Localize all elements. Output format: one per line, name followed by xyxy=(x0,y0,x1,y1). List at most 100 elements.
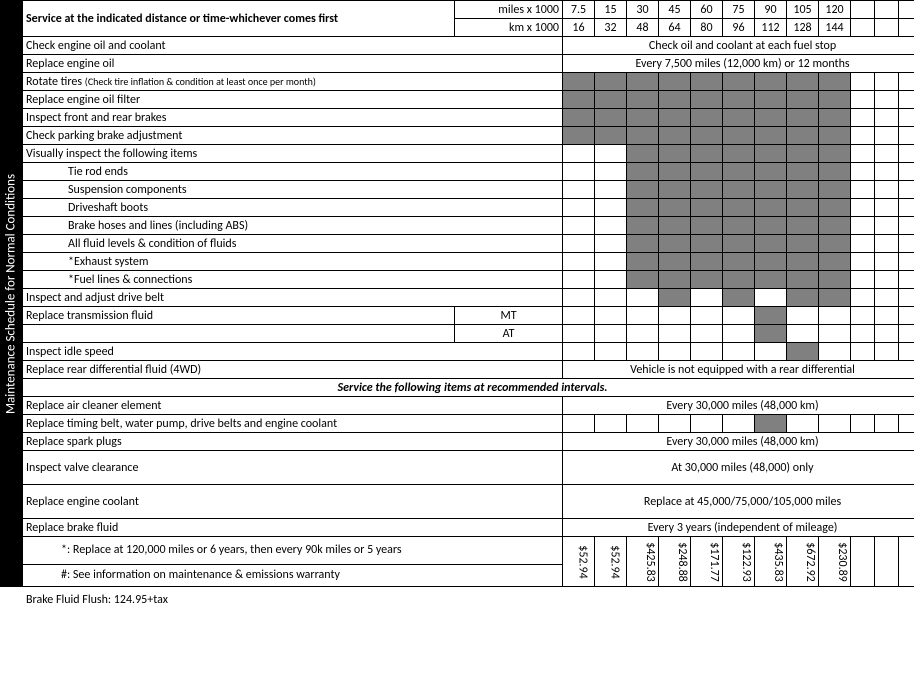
section-divider: Service the following items at recommend… xyxy=(23,379,914,397)
km-col-2: 48 xyxy=(627,19,659,37)
cell-3-8 xyxy=(819,91,851,109)
cell-7-0 xyxy=(563,163,595,181)
cell-21-1 xyxy=(595,415,627,433)
cell-3-4 xyxy=(691,91,723,109)
row-label: *Exhaust system xyxy=(23,253,563,271)
cell-16-3 xyxy=(659,325,691,343)
cell-3-5 xyxy=(723,91,755,109)
row-6: Visually inspect the following items xyxy=(23,145,914,163)
cell-17-1 xyxy=(595,343,627,361)
row-25: Replace brake fluidEvery 3 years (indepe… xyxy=(23,519,914,537)
cell-5-4 xyxy=(691,127,723,145)
row-note: Every 3 years (independent of mileage) xyxy=(563,519,914,537)
cell-11-5 xyxy=(723,235,755,253)
cell-8-3 xyxy=(659,181,691,199)
row-label xyxy=(23,325,455,343)
row-21: Replace timing belt, water pump, drive b… xyxy=(23,415,914,433)
cell-17-7 xyxy=(787,343,819,361)
row-note: Replace at 45,000/75,000/105,000 miles xyxy=(563,485,914,519)
cell-15-3 xyxy=(659,307,691,325)
row-label: Replace timing belt, water pump, drive b… xyxy=(23,415,563,433)
cell-12-0 xyxy=(563,253,595,271)
row-label: Inspect valve clearance xyxy=(23,451,563,485)
cell-9-1 xyxy=(595,199,627,217)
row-label: Replace rear differential fluid (4WD) xyxy=(23,361,563,379)
cell-14-7 xyxy=(787,289,819,307)
cell-15-6 xyxy=(755,307,787,325)
sidebar-title-bar: Maintenance Schedule for Normal Conditio… xyxy=(0,0,22,587)
cell-11-8 xyxy=(819,235,851,253)
cell-11-1 xyxy=(595,235,627,253)
cell-5-5 xyxy=(723,127,755,145)
cell-6-8 xyxy=(819,145,851,163)
cell-4-1 xyxy=(595,109,627,127)
row-15: Replace transmission fluidMT xyxy=(23,307,914,325)
cell-7-5 xyxy=(723,163,755,181)
cell-3-7 xyxy=(787,91,819,109)
row-label: Inspect front and rear brakes xyxy=(23,109,563,127)
cell-3-0 xyxy=(563,91,595,109)
miles-col-4: 60 xyxy=(691,1,723,19)
cell-14-2 xyxy=(627,289,659,307)
cell-12-7 xyxy=(787,253,819,271)
cell-17-6 xyxy=(755,343,787,361)
cell-7-4 xyxy=(691,163,723,181)
row-19: Service the following items at recommend… xyxy=(23,379,914,397)
cell-12-4 xyxy=(691,253,723,271)
cell-5-7 xyxy=(787,127,819,145)
cell-2-2 xyxy=(627,73,659,91)
row-3: Replace engine oil filter xyxy=(23,91,914,109)
row-label: Replace engine coolant xyxy=(23,485,563,519)
row-label: Tie rod ends xyxy=(23,163,563,181)
cell-3-3 xyxy=(659,91,691,109)
cell-8-6 xyxy=(755,181,787,199)
cell-6-2 xyxy=(627,145,659,163)
row-label: Check parking brake adjustment xyxy=(23,127,563,145)
cell-11-4 xyxy=(691,235,723,253)
cell-5-3 xyxy=(659,127,691,145)
row-11: All fluid levels & condition of fluids xyxy=(23,235,914,253)
row-1: Replace engine oilEvery 7,500 miles (12,… xyxy=(23,55,914,73)
row-label: Check engine oil and coolant xyxy=(23,37,563,55)
cell-21-7 xyxy=(787,415,819,433)
cell-10-2 xyxy=(627,217,659,235)
cell-16-1 xyxy=(595,325,627,343)
cell-8-0 xyxy=(563,181,595,199)
cell-7-2 xyxy=(627,163,659,181)
sidebar-title: Maintenance Schedule for Normal Conditio… xyxy=(4,173,19,413)
cell-17-0 xyxy=(563,343,595,361)
cell-14-6 xyxy=(755,289,787,307)
cell-10-0 xyxy=(563,217,595,235)
cell-12-2 xyxy=(627,253,659,271)
row-18: Replace rear differential fluid (4WD)Veh… xyxy=(23,361,914,379)
miles-col-1: 15 xyxy=(595,1,627,19)
cell-10-4 xyxy=(691,217,723,235)
cell-2-8 xyxy=(819,73,851,91)
cell-15-7 xyxy=(787,307,819,325)
cell-21-4 xyxy=(691,415,723,433)
row-note: At 30,000 miles (48,000) only xyxy=(563,451,914,485)
km-col-3: 64 xyxy=(659,19,691,37)
row-label: Visually inspect the following items xyxy=(23,145,563,163)
cell-15-2 xyxy=(627,307,659,325)
cell-11-6 xyxy=(755,235,787,253)
cell-9-5 xyxy=(723,199,755,217)
row-17: Inspect idle speed xyxy=(23,343,914,361)
cell-17-2 xyxy=(627,343,659,361)
row-12: *Exhaust system xyxy=(23,253,914,271)
row-label: Replace engine oil xyxy=(23,55,563,73)
km-col-8: 144 xyxy=(819,19,851,37)
cell-6-7 xyxy=(787,145,819,163)
cell-17-5 xyxy=(723,343,755,361)
cell-9-2 xyxy=(627,199,659,217)
cell-13-2 xyxy=(627,271,659,289)
cell-16-2 xyxy=(627,325,659,343)
row-label: Inspect and adjust drive belt xyxy=(23,289,563,307)
cell-14-4 xyxy=(691,289,723,307)
row-2: Rotate tires (Check tire inflation & con… xyxy=(23,73,914,91)
cell-4-8 xyxy=(819,109,851,127)
cell-21-0 xyxy=(563,415,595,433)
cell-14-1 xyxy=(595,289,627,307)
cell-16-0 xyxy=(563,325,595,343)
row-label: Suspension components xyxy=(23,181,563,199)
